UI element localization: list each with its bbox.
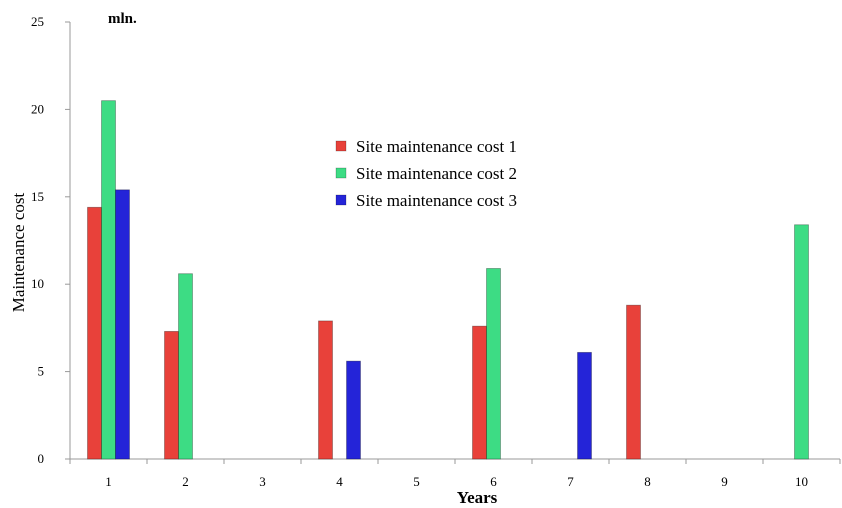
bar-series-3-year-4 bbox=[346, 360, 361, 460]
x-tick-label: 1 bbox=[105, 474, 112, 489]
legend-swatch-series-3 bbox=[335, 194, 347, 206]
x-tick-label: 9 bbox=[721, 474, 728, 489]
x-axis-label: Years bbox=[457, 488, 498, 507]
bar-series-1-year-2 bbox=[164, 330, 179, 460]
y-tick-label: 5 bbox=[38, 364, 45, 379]
bars bbox=[87, 100, 809, 460]
bar-series-1-year-6 bbox=[472, 325, 487, 460]
y-axis-label: Maintenance cost bbox=[9, 193, 28, 313]
x-tick-label: 7 bbox=[567, 474, 574, 489]
y-tick-label: 15 bbox=[31, 189, 44, 204]
x-tick-label: 3 bbox=[259, 474, 266, 489]
y-tick-label: 0 bbox=[38, 451, 45, 466]
y-tick-label: 20 bbox=[31, 101, 44, 116]
x-ticks: 1 2 3 4 5 6 7 8 9 10 bbox=[69, 459, 841, 489]
bar-series-2-year-2 bbox=[178, 273, 193, 460]
legend-label-series-3: Site maintenance cost 3 bbox=[356, 191, 517, 210]
bar-series-2-year-1 bbox=[101, 100, 116, 460]
y-tick-label: 10 bbox=[31, 276, 44, 291]
x-tick-label: 4 bbox=[336, 474, 343, 489]
bar-series-2-year-10 bbox=[794, 224, 809, 460]
legend-swatch-series-2 bbox=[335, 167, 347, 179]
x-tick-label: 6 bbox=[490, 474, 497, 489]
bar-series-2-year-6 bbox=[486, 268, 501, 460]
bar-series-3-year-1 bbox=[115, 189, 130, 460]
legend-swatch-series-1 bbox=[335, 140, 347, 152]
x-tick-label: 10 bbox=[795, 474, 808, 489]
bar-series-3-year-7 bbox=[577, 351, 592, 460]
x-tick-label: 2 bbox=[182, 474, 189, 489]
legend-label-series-2: Site maintenance cost 2 bbox=[356, 164, 517, 183]
bar-series-1-year-1 bbox=[87, 206, 102, 460]
bar-series-1-year-8 bbox=[626, 304, 641, 460]
bar-series-1-year-4 bbox=[318, 320, 333, 460]
legend: Site maintenance cost 1 Site maintenance … bbox=[335, 137, 517, 210]
unit-label: mln. bbox=[108, 11, 137, 27]
x-tick-label: 8 bbox=[644, 474, 651, 489]
y-ticks: 0 5 10 15 20 25 bbox=[31, 14, 70, 466]
x-tick-label: 5 bbox=[413, 474, 420, 489]
y-tick-label: 25 bbox=[31, 14, 44, 29]
legend-label-series-1: Site maintenance cost 1 bbox=[356, 137, 517, 156]
